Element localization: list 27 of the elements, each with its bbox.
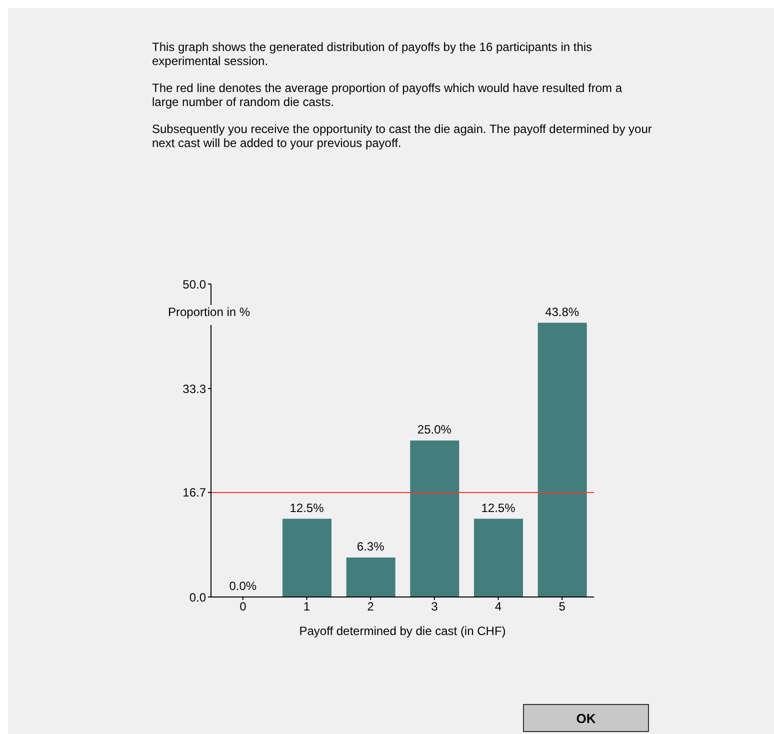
x-tick-label: 4 [494, 600, 502, 614]
y-tick-label: 50.0 [182, 277, 206, 292]
y-tick-label: 16.7 [182, 486, 206, 500]
x-tick-label: 3 [431, 600, 438, 614]
x-tick-label: 1 [303, 600, 310, 614]
data-label: 6.3% [356, 540, 385, 554]
bar [346, 558, 396, 597]
text: The red line denotes the average proportion of payoffs which would have resulted from a large number of random die casts. [152, 81, 624, 109]
data-label: 12.5% [481, 500, 516, 515]
y-tick-label: 33.3 [182, 382, 206, 396]
text: Subsequently you receive the opportunity to cast the die again. The payoff determined by your next cast will be added to your previous payoff. [152, 122, 652, 150]
y-tick-label: 0.0 [189, 590, 206, 604]
y-axis-title: Proportion in % [168, 305, 250, 325]
data-label: 12.5% [290, 500, 324, 515]
x-axis-title: Payoff determined by die cast (in CHF) [299, 624, 506, 638]
bar [538, 322, 587, 597]
bar [282, 518, 332, 597]
ok-button: OK [523, 704, 649, 732]
bar [474, 518, 523, 597]
x-tick-label: 5 [558, 600, 566, 614]
x-tick-label: 0 [240, 600, 247, 614]
bar [410, 440, 460, 597]
data-label: 25.0% [417, 422, 452, 436]
data-label: 0.0% [229, 579, 257, 593]
text: This graph shows the generated distribution of payoffs by the 16 participants in this experimental session. [152, 40, 594, 68]
x-tick-label: 2 [367, 600, 374, 614]
data-label: 43.8% [545, 304, 580, 319]
